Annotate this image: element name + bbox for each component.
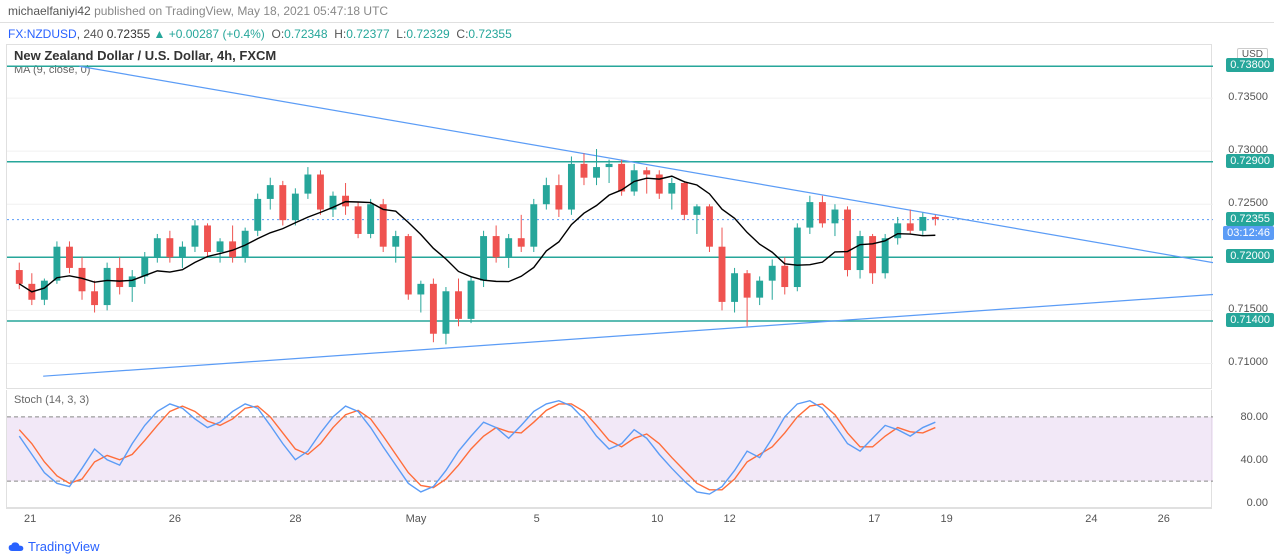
symbol-prefix[interactable]: FX xyxy=(8,27,23,41)
stoch-chart[interactable] xyxy=(6,390,1212,508)
y-tick: 0.72500 xyxy=(1228,197,1268,209)
change: +0.00287 xyxy=(169,27,219,41)
price-label: 0.72000 xyxy=(1226,249,1274,263)
c-label: C xyxy=(456,27,465,41)
interval: 240 xyxy=(83,27,103,41)
price-label: 0.72900 xyxy=(1226,154,1274,168)
x-tick: 26 xyxy=(1158,513,1170,525)
time-x-axis: 21 26 28 May 5 10 12 17 19 24 26 xyxy=(6,508,1212,530)
price-y-axis: 0.735000.730000.725000.720000.715000.710… xyxy=(1214,44,1274,389)
last-price: 0.72355 xyxy=(107,27,150,41)
stoch-y-axis: 80.00 40.00 0.00 xyxy=(1214,390,1274,508)
o-val: 0.72348 xyxy=(284,27,327,41)
x-tick: 28 xyxy=(289,513,301,525)
arrow-up-icon: ▲ xyxy=(153,27,165,41)
o-label: O xyxy=(271,27,280,41)
x-tick: 19 xyxy=(941,513,953,525)
y-tick: 0.73500 xyxy=(1228,91,1268,103)
x-tick: 10 xyxy=(651,513,663,525)
stoch-y-tick: 80.00 xyxy=(1240,411,1268,423)
countdown-label: 03:12:46 xyxy=(1223,226,1274,240)
h-label: H xyxy=(334,27,343,41)
l-label: L xyxy=(396,27,403,41)
symbol[interactable]: NZDUSD xyxy=(27,27,77,41)
x-tick: 26 xyxy=(169,513,181,525)
x-tick: 17 xyxy=(868,513,880,525)
stoch-y-tick: 40.00 xyxy=(1240,454,1268,466)
x-tick: 24 xyxy=(1085,513,1097,525)
x-tick: 5 xyxy=(534,513,540,525)
y-tick: 0.71000 xyxy=(1228,356,1268,368)
price-label: 0.71400 xyxy=(1226,313,1274,327)
symbol-info-bar: FX:NZDUSD, 240 0.72355 ▲ +0.00287 (+0.4%… xyxy=(0,23,1274,45)
site: TradingView xyxy=(165,4,230,18)
author: michaelfaniyi42 xyxy=(8,4,91,18)
price-chart[interactable] xyxy=(6,44,1212,389)
publish-datetime: May 18, 2021 05:47:18 UTC xyxy=(237,4,388,18)
cloud-icon xyxy=(8,541,24,553)
l-val: 0.72329 xyxy=(406,27,449,41)
x-tick: 12 xyxy=(723,513,735,525)
publish-header: michaelfaniyi42 published on TradingView… xyxy=(0,0,1274,23)
x-tick: 21 xyxy=(24,513,36,525)
price-label: 0.73800 xyxy=(1226,58,1274,72)
change-pct: (+0.4%) xyxy=(222,27,264,41)
published-text: published on xyxy=(94,4,162,18)
stoch-y-tick: 0.00 xyxy=(1247,497,1268,509)
x-tick: May xyxy=(406,513,427,525)
brand-text: TradingView xyxy=(28,539,100,554)
price-label: 0.72355 xyxy=(1226,212,1274,226)
h-val: 0.72377 xyxy=(346,27,389,41)
tradingview-logo[interactable]: TradingView xyxy=(8,539,100,554)
c-val: 0.72355 xyxy=(468,27,511,41)
